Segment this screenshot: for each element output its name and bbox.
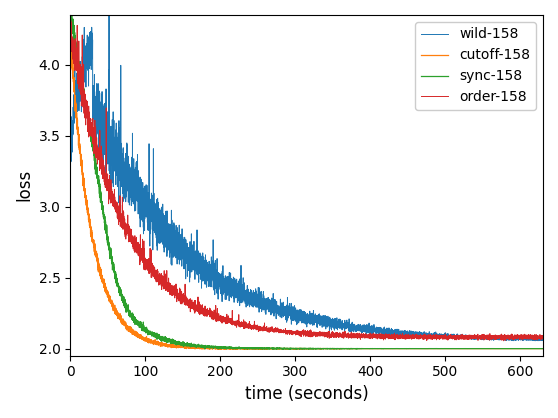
order-158 [510, 334, 517, 339]
order-158 [147, 266, 153, 271]
sync-158 [386, 346, 392, 351]
cutoff-158 [214, 347, 221, 352]
wild-158 [510, 336, 517, 342]
sync-158 [540, 346, 546, 351]
Legend: wild-158, cutoff-158, sync-158, order-158: wild-158, cutoff-158, sync-158, order-15… [415, 22, 536, 110]
cutoff-158 [386, 346, 392, 351]
wild-158 [147, 227, 153, 232]
wild-158 [128, 155, 135, 160]
wild-158 [105, 13, 112, 18]
cutoff-158 [67, 34, 74, 39]
order-158 [67, 13, 74, 18]
cutoff-158 [540, 346, 546, 351]
sync-158 [128, 315, 135, 320]
Line: wild-158: wild-158 [70, 15, 543, 341]
X-axis label: time (seconds): time (seconds) [245, 385, 368, 403]
Line: order-158: order-158 [70, 15, 543, 341]
cutoff-158 [128, 330, 135, 335]
wild-158 [67, 204, 74, 209]
Y-axis label: loss: loss [15, 169, 33, 201]
sync-158 [510, 346, 517, 351]
sync-158 [147, 331, 153, 336]
cutoff-158 [67, 32, 74, 37]
Line: cutoff-158: cutoff-158 [70, 34, 543, 349]
wild-158 [187, 262, 194, 267]
sync-158 [67, 34, 74, 39]
sync-158 [187, 343, 194, 348]
cutoff-158 [422, 346, 429, 351]
order-158 [67, 27, 74, 32]
order-158 [187, 300, 194, 305]
wild-158 [385, 330, 392, 335]
cutoff-158 [187, 344, 194, 349]
order-158 [385, 335, 392, 340]
sync-158 [67, 13, 74, 18]
order-158 [128, 234, 135, 240]
cutoff-158 [147, 339, 153, 344]
wild-158 [532, 338, 538, 343]
wild-158 [540, 337, 546, 342]
order-158 [422, 333, 429, 338]
sync-158 [244, 347, 251, 352]
cutoff-158 [510, 346, 517, 351]
sync-158 [422, 346, 429, 351]
Line: sync-158: sync-158 [70, 15, 543, 349]
wild-158 [422, 332, 429, 337]
order-158 [540, 334, 546, 339]
order-158 [500, 338, 507, 343]
